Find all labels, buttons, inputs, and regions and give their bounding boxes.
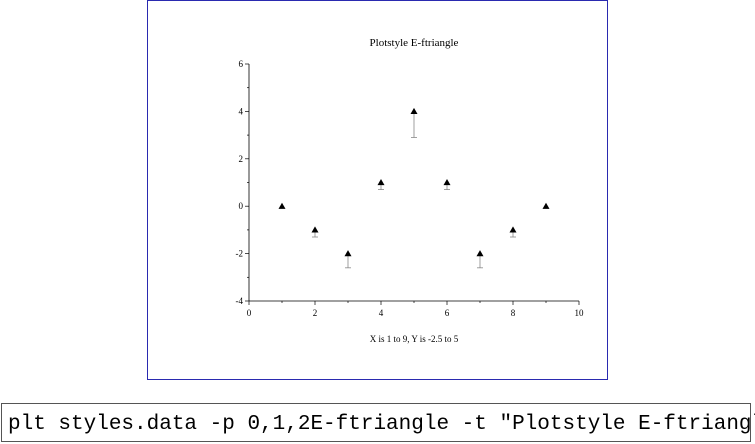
chart-title: Plotstyle E-ftriangle: [370, 37, 459, 49]
x-axis-label: X is 1 to 9, Y is -2.5 to 5: [370, 334, 459, 344]
y-tick-label: 2: [239, 154, 244, 164]
data-point-triangle: [410, 107, 418, 115]
x-tick-label: 4: [379, 308, 384, 318]
data-point-triangle: [443, 179, 451, 186]
scatter-chart: Plotstyle E-ftriangle -4 -2 0 2 4 6 0 2 4 6 8 10 X …: [236, 37, 585, 344]
data-point-triangle: [377, 179, 385, 186]
plot-frame: Plotstyle E-ftriangle -4 -2 0 2 4 6 0 2 4 6 8 10 X …: [147, 0, 608, 380]
x-tick-label: 0: [247, 308, 252, 318]
command-text: plt styles.data -p 0,1,2E-ftriangle -t "…: [8, 413, 755, 436]
x-tick-label: 6: [445, 308, 450, 318]
data-point-triangle: [476, 250, 484, 257]
y-tick-label: 6: [239, 59, 244, 69]
x-tick-label: 10: [575, 308, 585, 318]
data-point-triangle: [278, 202, 286, 209]
x-tick-label: 2: [313, 308, 318, 318]
command-box: plt styles.data -p 0,1,2E-ftriangle -t "…: [1, 403, 755, 442]
y-tick-label: 4: [239, 106, 244, 116]
y-tick-label: 0: [239, 201, 244, 211]
data-point-triangle: [509, 226, 517, 233]
data-point-triangle: [344, 250, 352, 257]
data-point-triangle: [542, 202, 550, 209]
axis-ticks: -4 -2 0 2 4 6 0 2 4 6 8 10: [236, 59, 585, 318]
y-tick-label: -2: [236, 249, 244, 259]
data-point-triangle: [311, 226, 319, 233]
y-tick-label: -4: [236, 296, 244, 306]
x-tick-label: 8: [511, 308, 516, 318]
data-marks: [278, 107, 550, 269]
